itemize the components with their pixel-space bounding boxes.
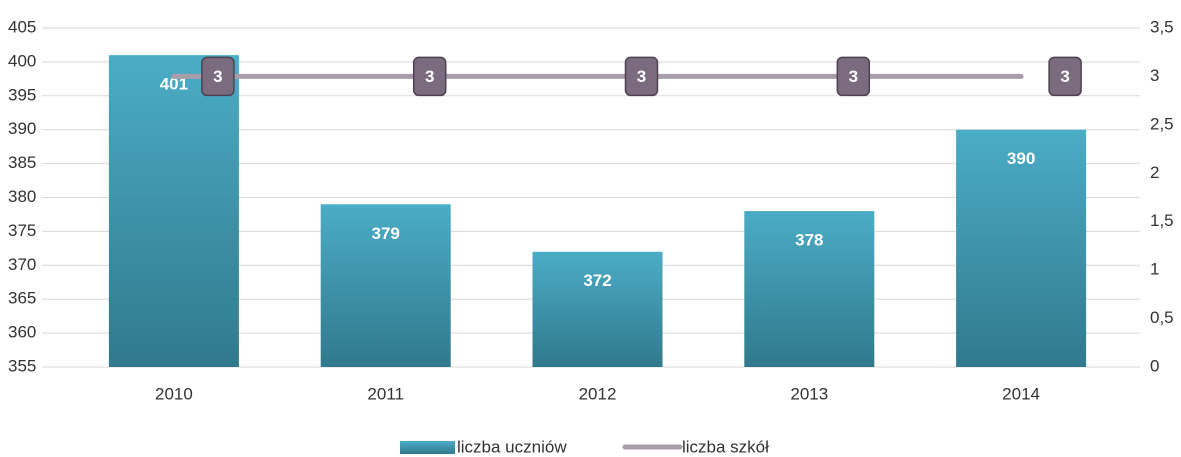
y-tick-label: 380: [8, 187, 36, 206]
bar-label: 390: [1007, 149, 1035, 168]
line-label-box: [412, 56, 447, 97]
y-tick-label: 405: [8, 17, 36, 36]
y-tick-label: 395: [8, 85, 36, 104]
y-tick-label: 370: [8, 255, 36, 274]
line-label-box: [201, 56, 235, 97]
bar: [532, 251, 663, 367]
line-label-box: [624, 56, 659, 97]
legend-label: liczba uczniów: [457, 437, 567, 456]
y-tick-label: 400: [8, 51, 36, 70]
y2-tick-label: 0,5: [1150, 308, 1174, 327]
x-tick-label: 2012: [579, 384, 617, 403]
line-label-box: [1048, 56, 1082, 97]
x-tick-label: 2013: [790, 384, 828, 403]
line-label: 3: [213, 67, 222, 86]
line-label: 3: [637, 67, 646, 86]
y-tick-label: 390: [8, 119, 36, 138]
y-tick-label: 385: [8, 153, 36, 172]
y-tick-label: 360: [8, 323, 36, 342]
bar: [320, 204, 451, 367]
bar: [956, 129, 1087, 367]
y-tick-label: 375: [8, 221, 36, 240]
y2-tick-label: 1,5: [1150, 211, 1174, 230]
bar-label: 378: [795, 231, 823, 250]
line-label: 3: [1060, 67, 1069, 86]
y2-tick-label: 0: [1150, 356, 1159, 375]
line-label-box: [836, 56, 871, 97]
x-tick-label: 2014: [1002, 384, 1040, 403]
bar-label: 372: [583, 271, 611, 290]
line-label: 3: [425, 67, 434, 86]
bar-label: 379: [372, 224, 400, 243]
legend-label: liczba szkół: [682, 437, 769, 456]
line-label: 3: [849, 67, 858, 86]
y2-tick-label: 3: [1150, 66, 1159, 85]
x-tick-label: 2010: [155, 384, 193, 403]
bar: [744, 211, 875, 367]
y2-tick-label: 2: [1150, 163, 1159, 182]
bar: [108, 55, 239, 368]
bar-label: 401: [160, 75, 188, 94]
y2-tick-label: 3,5: [1150, 17, 1174, 36]
y-tick-label: 365: [8, 289, 36, 308]
y2-tick-label: 1: [1150, 260, 1159, 279]
y2-tick-label: 2,5: [1150, 114, 1174, 133]
y-tick-label: 355: [8, 356, 36, 375]
x-tick-label: 2011: [367, 384, 404, 403]
legend-swatch: [400, 441, 455, 454]
